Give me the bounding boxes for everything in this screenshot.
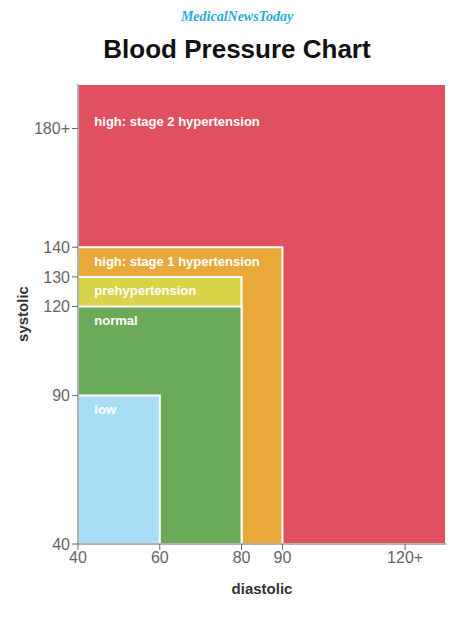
svg-text:80: 80 (233, 549, 251, 566)
html-text:MedicalNewsToday: MedicalNewsToday (180, 9, 294, 24)
svg-text:low: low (94, 402, 117, 417)
svg-text:60: 60 (151, 549, 169, 566)
svg-text:prehypertension: prehypertension (94, 283, 196, 298)
svg-text:high: stage 1 hypertension: high: stage 1 hypertension (94, 254, 259, 269)
svg-text:120: 120 (43, 298, 70, 315)
svg-text:systolic: systolic (14, 286, 31, 342)
svg-text:diastolic: diastolic (232, 580, 293, 597)
svg-text:130: 130 (43, 269, 70, 286)
svg-text:120+: 120+ (387, 549, 423, 566)
svg-text:180+: 180+ (34, 120, 70, 137)
html-text:Blood Pressure Chart: Blood Pressure Chart (103, 34, 371, 64)
svg-text:90: 90 (274, 549, 292, 566)
svg-text:high: stage 2 hypertension: high: stage 2 hypertension (94, 114, 259, 129)
svg-text:normal: normal (94, 313, 137, 328)
svg-text:40: 40 (69, 549, 87, 566)
svg-text:90: 90 (52, 387, 70, 404)
svg-text:140: 140 (43, 239, 70, 256)
svg-text:40: 40 (52, 536, 70, 553)
